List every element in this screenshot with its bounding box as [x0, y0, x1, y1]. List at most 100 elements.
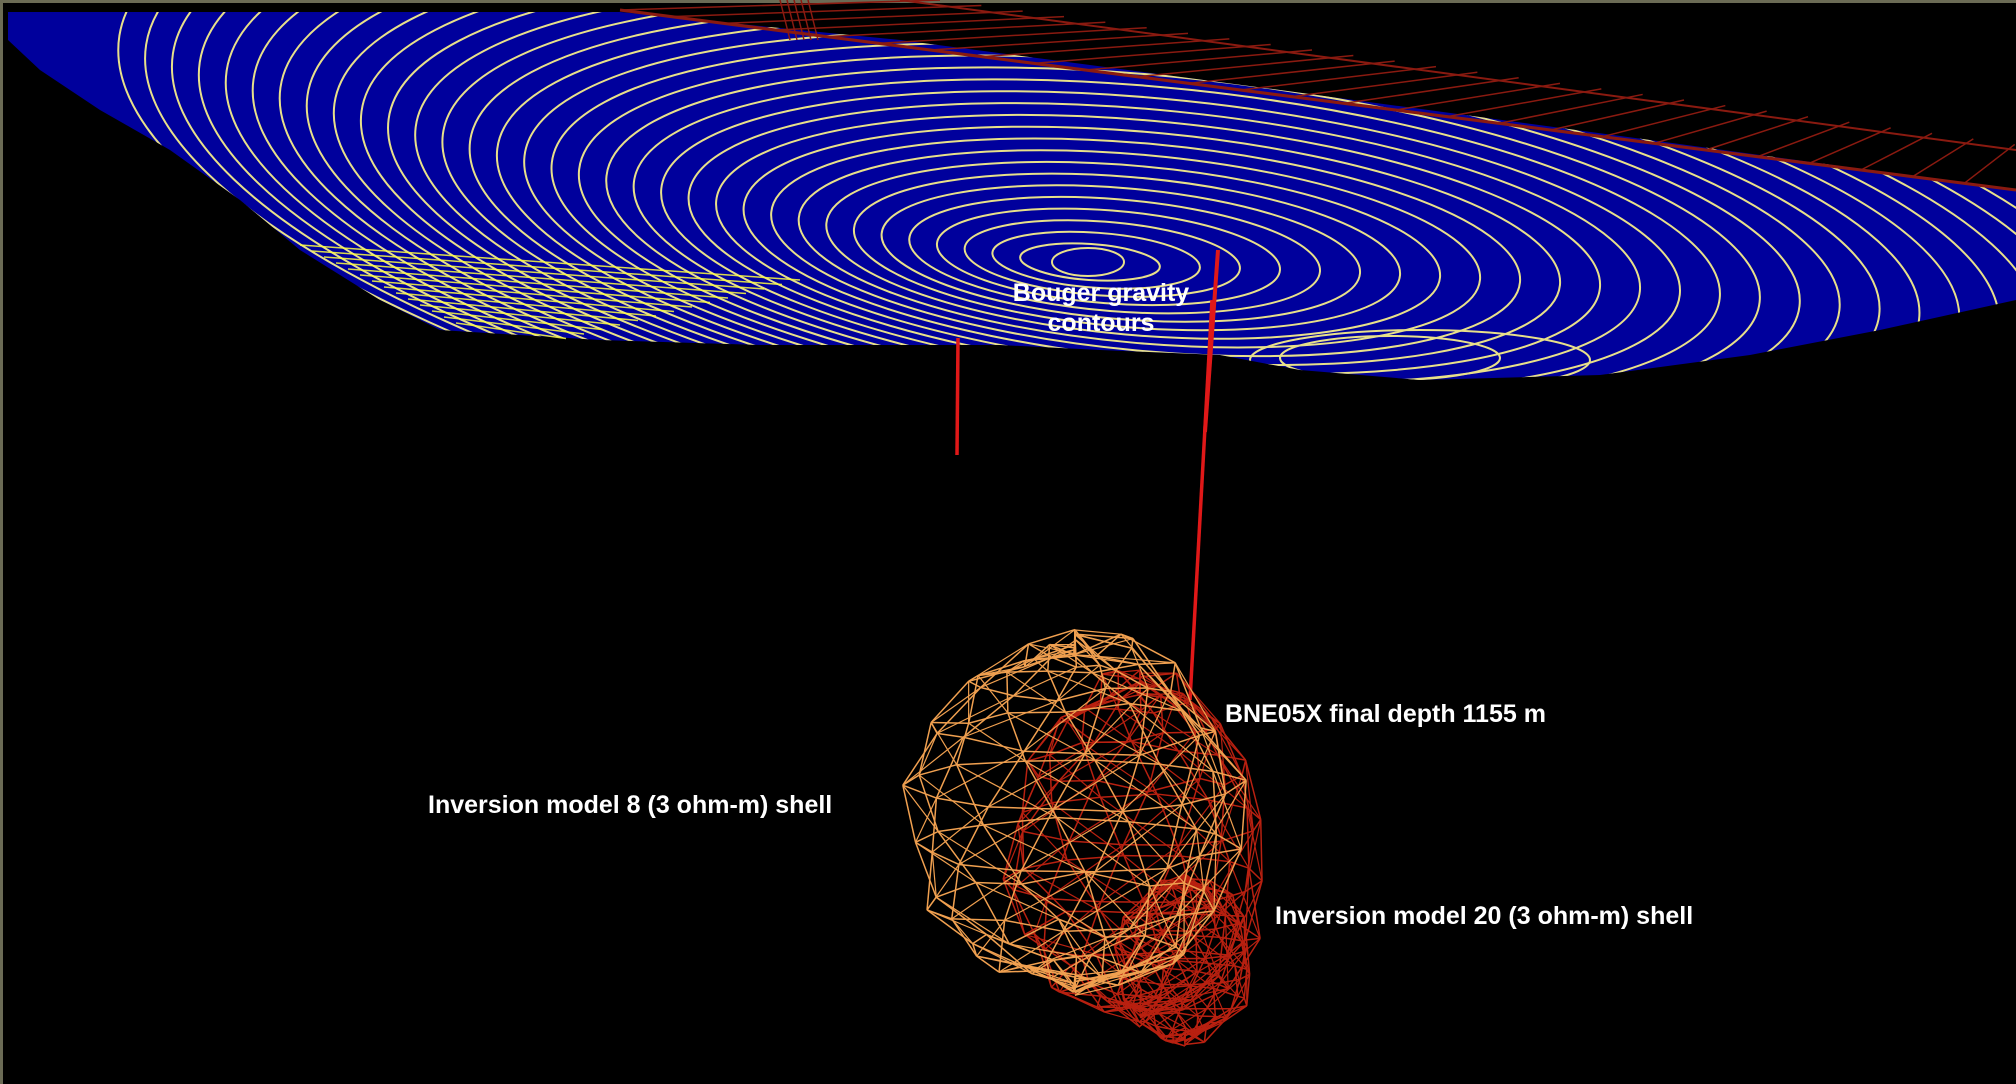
- grid-strut: [826, 21, 1106, 38]
- grid-strut: [1705, 115, 1809, 151]
- shell8-edge: [1183, 882, 1205, 893]
- shell20-lobe-edge: [1123, 995, 1138, 1001]
- shell20-lobe-edge: [1239, 951, 1246, 980]
- shell20-edge: [1179, 693, 1184, 700]
- shell8-edge: [1049, 644, 1093, 674]
- shell8-edge: [902, 774, 920, 786]
- borehole-short: [955, 337, 960, 456]
- shell8-edge: [1007, 712, 1027, 762]
- grid-post: [779, 0, 791, 41]
- shell20-edge: [1120, 1009, 1141, 1023]
- shell20-edge: [1104, 1002, 1141, 1013]
- shell20-lobe-edge: [1136, 995, 1160, 1015]
- shell20-edge: [1246, 807, 1262, 821]
- shell20-edge: [1104, 1011, 1141, 1023]
- shell8-edge: [1199, 727, 1247, 781]
- shell20-edge: [1024, 933, 1097, 956]
- shell20-edge: [1219, 723, 1243, 776]
- grid-strut: [1395, 82, 1561, 111]
- shell20-edge: [1125, 710, 1142, 743]
- shell8-edge: [918, 774, 939, 832]
- shell20-edge: [1244, 830, 1255, 892]
- shell8-edge: [914, 797, 937, 843]
- shell8-edge: [1139, 691, 1171, 756]
- shell8-edge: [987, 750, 1025, 808]
- shell8-edge: [1149, 882, 1185, 887]
- shell8-edge: [902, 785, 917, 843]
- shell8-edge: [1199, 793, 1227, 857]
- shell20-lobe-edge: [1205, 1016, 1216, 1028]
- contour-line: [332, 12, 2016, 380]
- shell8-edge: [956, 764, 1057, 819]
- shell8-edge: [978, 671, 1007, 677]
- shell8-edge: [1023, 700, 1058, 752]
- shell8-edge: [1181, 735, 1201, 806]
- shell20-edge: [1130, 741, 1158, 795]
- shell20-lobe-edge: [1234, 965, 1247, 970]
- shell20-edge: [1051, 802, 1125, 857]
- contour-line: [660, 90, 1681, 380]
- shell8-edge: [968, 674, 979, 682]
- shell20-edge: [1094, 709, 1142, 743]
- shell8-edge: [1147, 687, 1170, 693]
- shell20-lobe-edge: [1114, 946, 1133, 955]
- shell20-edge: [1120, 988, 1142, 1011]
- shell8-edge: [1074, 637, 1134, 655]
- shell8-edge: [1225, 779, 1247, 795]
- shell20-edge: [1229, 861, 1261, 939]
- shell8-edge: [1212, 771, 1242, 850]
- shell8-edge: [1130, 638, 1134, 649]
- shell8-edge: [1092, 663, 1139, 674]
- shell8-edge: [1127, 821, 1151, 887]
- shell8-edge: [902, 732, 938, 786]
- shell20-edge: [1178, 778, 1201, 846]
- shell20-edge: [1099, 673, 1103, 704]
- contour-line: [908, 195, 1322, 315]
- shell20-lobe-edge: [1240, 940, 1251, 975]
- shell8-edge: [926, 896, 937, 911]
- shell8-edge: [1053, 959, 1076, 991]
- shell8-edge: [1158, 763, 1198, 830]
- shell8-edge: [1175, 946, 1185, 955]
- shell20-edge: [1244, 868, 1250, 941]
- shell20-edge: [1217, 915, 1227, 977]
- shell8-edge: [935, 896, 987, 936]
- shell20-lobe-edge: [1147, 1013, 1160, 1016]
- shell8-edge: [1166, 855, 1200, 870]
- shell20-lobe-edge: [1184, 878, 1210, 882]
- shell20-lobe-edge: [1163, 987, 1199, 1017]
- shell8-edge: [1052, 753, 1086, 810]
- shell8-edge: [1203, 891, 1215, 912]
- grid-strut: [1085, 49, 1313, 71]
- shell20-lobe-edge: [1184, 1041, 1205, 1046]
- shell20-edge: [1027, 754, 1050, 762]
- shell20-edge: [1244, 759, 1262, 820]
- shell20-edge: [1182, 987, 1229, 1011]
- grid-strut: [1808, 127, 1891, 165]
- shell8-edge: [1125, 946, 1177, 971]
- shell20-edge: [1021, 776, 1040, 813]
- shell20-edge: [1153, 712, 1219, 756]
- shell20-edge: [1175, 673, 1181, 699]
- shell8-edge: [1104, 935, 1146, 938]
- shell8-edge: [977, 675, 1009, 714]
- shell20-lobe-edge: [1240, 940, 1248, 947]
- contour-lobe-outer: [1249, 329, 1591, 380]
- shell8-edge: [1074, 980, 1098, 996]
- grid-strut: [1550, 99, 1685, 131]
- shell20-edge: [1058, 779, 1097, 783]
- shell20-lobe-edge: [1192, 935, 1209, 964]
- shell20-lobe-edge: [1184, 1034, 1195, 1047]
- shell8-edge: [1169, 662, 1176, 694]
- grid-strut: [775, 15, 1065, 31]
- shell20-edge: [1084, 702, 1101, 709]
- shell8-edge: [1056, 817, 1086, 873]
- grid-strut: [981, 38, 1230, 58]
- shell8-edge: [931, 852, 937, 898]
- shell20-edge: [1246, 808, 1250, 869]
- shell8-edge: [1007, 712, 1096, 761]
- shell8-edge: [902, 784, 937, 799]
- contour-line: [305, 12, 2016, 380]
- shell8-edge: [1129, 702, 1182, 712]
